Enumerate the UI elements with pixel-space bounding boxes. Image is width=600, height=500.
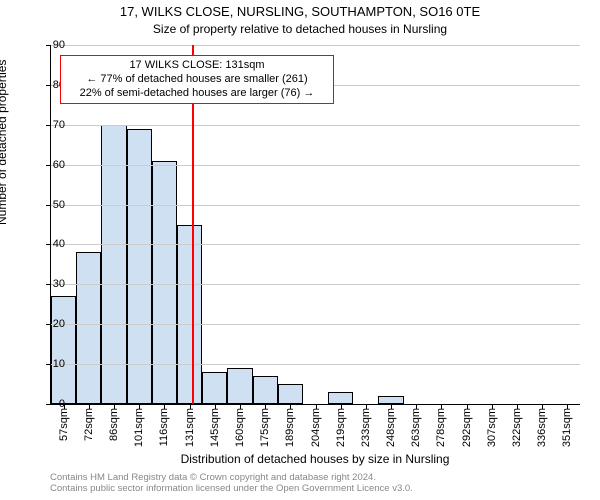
x-tick-label: 175sqm [259,408,271,447]
grid-line [51,284,580,285]
y-tick-label: 30 [35,278,65,290]
x-tick-label: 278sqm [435,408,447,447]
grid-line [51,205,580,206]
x-tick-label: 57sqm [58,408,70,441]
y-tick-label: 50 [35,199,65,211]
annotation-line: 17 WILKS CLOSE: 131sqm [67,59,327,73]
grid-line [51,244,580,245]
x-tick-label: 307sqm [486,408,498,447]
chart-title-sub: Size of property relative to detached ho… [0,22,600,36]
credits-line-1: Contains HM Land Registry data © Crown c… [50,472,413,483]
chart-container: 17, WILKS CLOSE, NURSLING, SOUTHAMPTON, … [0,0,600,500]
x-tick-label: 219sqm [335,408,347,447]
x-tick-label: 72sqm [83,408,95,441]
grid-line [51,364,580,365]
histogram-bar [328,392,353,404]
x-tick-label: 160sqm [234,408,246,447]
y-tick-label: 40 [35,238,65,250]
histogram-bar [127,129,152,404]
histogram-bar [76,252,101,404]
histogram-bar [278,384,303,404]
y-tick-label: 10 [35,358,65,370]
histogram-bar [51,296,76,404]
y-tick-label: 70 [35,119,65,131]
x-axis-label: Distribution of detached houses by size … [50,452,580,466]
x-tick-label: 86sqm [108,408,120,441]
grid-line [51,125,580,126]
grid-line [51,324,580,325]
credits-line-2: Contains public sector information licen… [50,483,413,494]
y-axis-label: Number of detached properties [0,60,9,225]
x-tick-label: 336sqm [536,408,548,447]
x-tick-label: 189sqm [284,408,296,447]
x-tick-label: 351sqm [561,408,573,447]
x-tick-label: 145sqm [209,408,221,447]
x-tick-label: 322sqm [511,408,523,447]
x-tick-label: 248sqm [385,408,397,447]
histogram-bar [227,368,252,404]
chart-title-main: 17, WILKS CLOSE, NURSLING, SOUTHAMPTON, … [0,4,600,19]
x-tick-label: 292sqm [461,408,473,447]
grid-line [51,45,580,46]
y-tick-label: 90 [35,39,65,51]
x-tick-label: 204sqm [310,408,322,447]
annotation-line: ← 77% of detached houses are smaller (26… [67,73,327,87]
histogram-bar [177,225,202,405]
histogram-bar [253,376,278,404]
x-tick-label: 101sqm [133,408,145,447]
x-tick-label: 116sqm [158,408,170,446]
y-tick-label: 20 [35,318,65,330]
x-tick-label: 233sqm [360,408,372,447]
grid-line [51,165,580,166]
histogram-bar [101,125,126,404]
histogram-bar [378,396,403,404]
annotation-box: 17 WILKS CLOSE: 131sqm← 77% of detached … [60,55,334,104]
annotation-line: 22% of semi-detached houses are larger (… [67,87,327,101]
y-tick-label: 60 [35,159,65,171]
histogram-bar [202,372,227,404]
credits-text: Contains HM Land Registry data © Crown c… [50,472,413,495]
histogram-bar [152,161,177,404]
x-tick-label: 263sqm [410,408,422,447]
y-tick-label: 0 [35,398,65,410]
x-tick-label: 131sqm [184,408,196,447]
